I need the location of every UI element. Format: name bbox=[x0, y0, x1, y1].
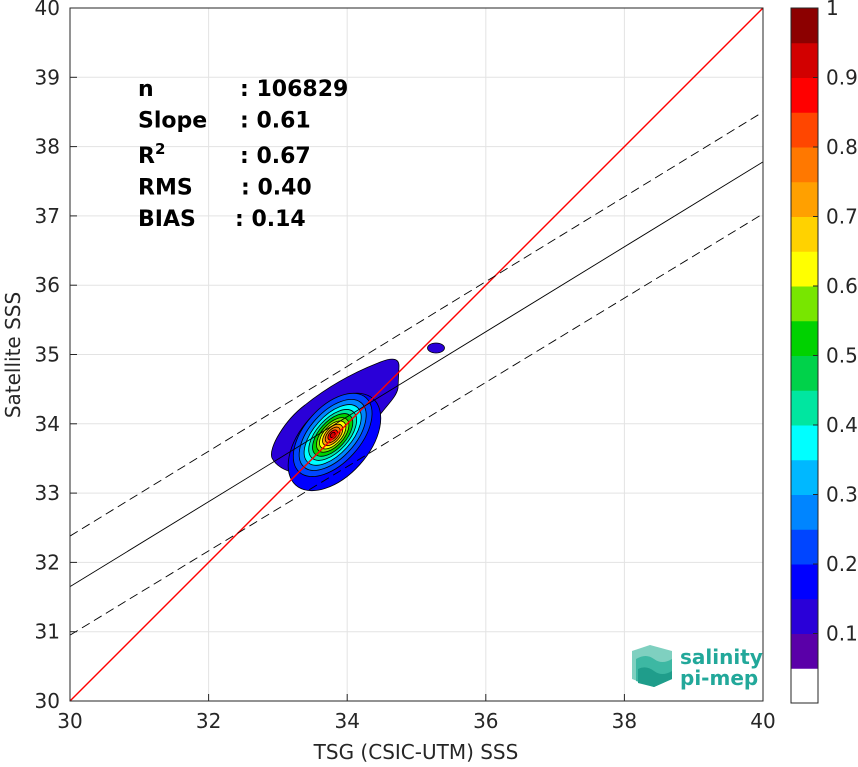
y-tick-label: 36 bbox=[35, 273, 60, 297]
colorbar-segment bbox=[791, 494, 818, 530]
logo-line-2: pi-mep bbox=[680, 666, 758, 690]
colorbar-tick-label: 0.5 bbox=[826, 344, 858, 368]
stat-value: : 0.61 bbox=[240, 109, 311, 134]
colorbar-segment bbox=[791, 668, 818, 704]
x-tick-label: 34 bbox=[334, 709, 359, 733]
y-tick-label: 38 bbox=[35, 135, 60, 159]
stat-superscript: 2 bbox=[155, 140, 165, 158]
colorbar-segment bbox=[791, 8, 818, 44]
colorbar-tick-label: 0.8 bbox=[826, 135, 858, 159]
colorbar-segment bbox=[791, 425, 818, 461]
contour-level bbox=[427, 342, 445, 354]
colorbar-segment bbox=[791, 355, 818, 391]
regression-lines bbox=[70, 8, 763, 701]
y-tick-label: 40 bbox=[35, 0, 60, 20]
stat-value: : 0.14 bbox=[235, 207, 306, 232]
y-tick-label: 37 bbox=[35, 204, 60, 228]
line-fit-lower bbox=[70, 213, 763, 636]
colorbar-tick-label: 0.9 bbox=[826, 66, 858, 90]
colorbar-segment bbox=[791, 112, 818, 148]
line-identity bbox=[70, 8, 763, 701]
line-fit bbox=[70, 161, 763, 588]
x-tick-label: 38 bbox=[612, 709, 637, 733]
colorbar-segment bbox=[791, 529, 818, 565]
colorbar-segment bbox=[791, 320, 818, 356]
y-tick-label: 35 bbox=[35, 343, 60, 367]
colorbar-tick-label: 0.1 bbox=[826, 622, 858, 646]
colorbar-segment bbox=[791, 459, 818, 495]
y-tick-label: 33 bbox=[35, 481, 60, 505]
grid bbox=[69, 7, 764, 702]
colorbar-tick-label: 0.4 bbox=[826, 413, 858, 437]
x-tick-label: 30 bbox=[57, 709, 82, 733]
x-tick-label: 32 bbox=[196, 709, 221, 733]
stat-value: : 0.40 bbox=[241, 176, 312, 201]
colorbar-segment bbox=[791, 147, 818, 183]
colorbar: 0.1 0.2 0.3 0.4 0.5 0.6 0.7 0.8 0.9 1 bbox=[790, 0, 858, 704]
y-tick-label: 31 bbox=[35, 620, 60, 644]
colorbar-tick-label: 0.2 bbox=[826, 552, 858, 576]
density-contours bbox=[271, 342, 445, 492]
colorbar-segment bbox=[791, 251, 818, 287]
stat-value: : 106829 bbox=[240, 77, 348, 102]
colorbar-segment bbox=[791, 286, 818, 322]
y-tick-label: 30 bbox=[35, 689, 60, 713]
colorbar-segment bbox=[791, 390, 818, 426]
colorbar-segment bbox=[791, 181, 818, 217]
colorbar-segment bbox=[791, 42, 818, 78]
y-tick-label: 32 bbox=[35, 550, 60, 574]
colorbar-tick-label: 0.7 bbox=[826, 205, 858, 229]
line-fit-upper bbox=[70, 111, 763, 537]
stat-label: RMS bbox=[138, 176, 193, 201]
stat-value: : 0.67 bbox=[240, 144, 311, 169]
colorbar-tick-label: 0.3 bbox=[826, 483, 858, 507]
y-axis-label: Satellite SSS bbox=[1, 292, 25, 418]
logo-line-1: salinity bbox=[680, 645, 763, 669]
stat-label: n bbox=[138, 77, 154, 102]
x-tick-label: 40 bbox=[750, 709, 775, 733]
colorbar-tick-label: 0.6 bbox=[826, 274, 858, 298]
colorbar-segment bbox=[791, 598, 818, 634]
colorbar-segment bbox=[791, 633, 818, 669]
stat-label: Slope bbox=[138, 109, 207, 134]
x-axis-label: TSG (CSIC-UTM) SSS bbox=[313, 740, 519, 764]
x-tick-labels: 30 32 34 36 38 40 bbox=[57, 694, 776, 733]
colorbar-segment bbox=[791, 77, 818, 113]
colorbar-segment bbox=[791, 564, 818, 600]
stat-label: BIAS bbox=[138, 207, 196, 232]
colorbar-segment bbox=[791, 216, 818, 252]
y-tick-label: 39 bbox=[35, 65, 60, 89]
colorbar-tick-label: 1 bbox=[826, 0, 839, 20]
salinity-pi-mep-logo: salinity pi-mep bbox=[632, 645, 763, 690]
x-tick-label: 36 bbox=[473, 709, 498, 733]
y-tick-labels: 30 31 32 33 34 35 36 37 38 39 40 bbox=[35, 0, 77, 713]
y-tick-label: 34 bbox=[35, 412, 60, 436]
